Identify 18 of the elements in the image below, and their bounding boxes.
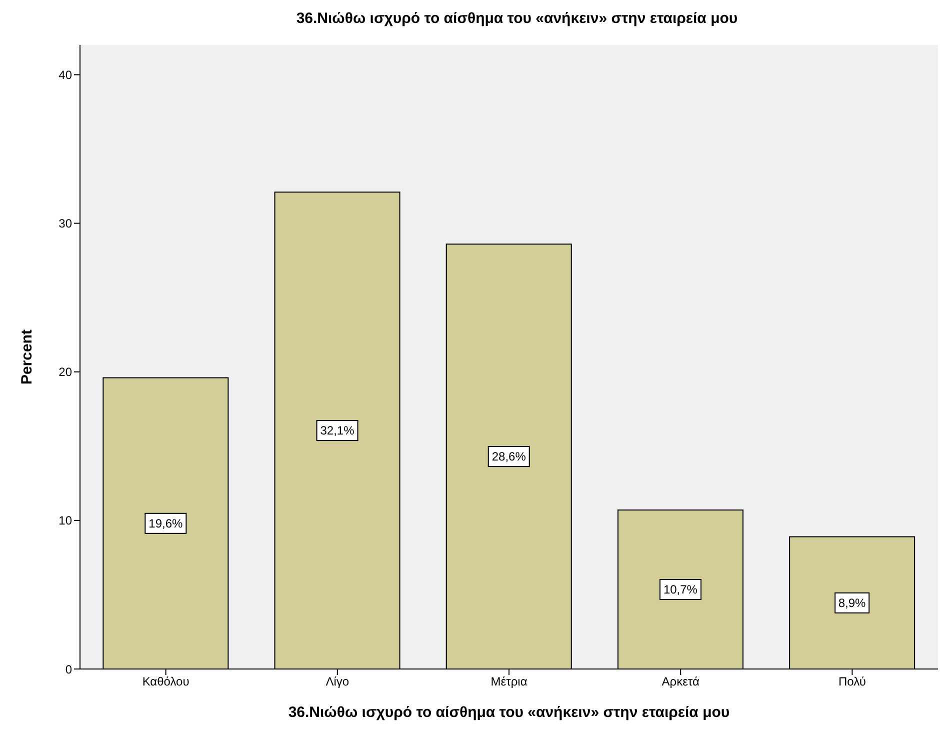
- y-axis-title: Percent: [18, 329, 36, 385]
- data-label: 10,7%: [663, 582, 698, 597]
- y-tick-label: 20: [58, 365, 72, 380]
- y-tick-label: 40: [58, 68, 72, 82]
- x-tick-label: Λίγο: [326, 674, 350, 689]
- data-label: 28,6%: [492, 450, 526, 464]
- data-label: 32,1%: [320, 424, 355, 438]
- data-label: 8,9%: [838, 596, 866, 610]
- data-label: 19,6%: [148, 516, 184, 530]
- x-tick-label: Καθόλου: [142, 674, 190, 689]
- y-tick-label: 0: [65, 662, 72, 676]
- x-tick-label: Πολύ: [838, 674, 866, 689]
- chart-title: 36.Νιώθω ισχυρό το αίσθημα του «ανήκειν» στην εταιρεία μου: [295, 10, 739, 27]
- y-tick-label: 10: [58, 514, 72, 528]
- x-axis-title: 36.Νιώθω ισχυρό το αίσθημα του «ανήκειν» στην εταιρεία μου: [288, 704, 730, 721]
- y-tick-label: 30: [58, 216, 72, 231]
- x-tick-label: Αρκετά: [662, 674, 700, 689]
- x-tick-label: Μέτρια: [490, 674, 528, 689]
